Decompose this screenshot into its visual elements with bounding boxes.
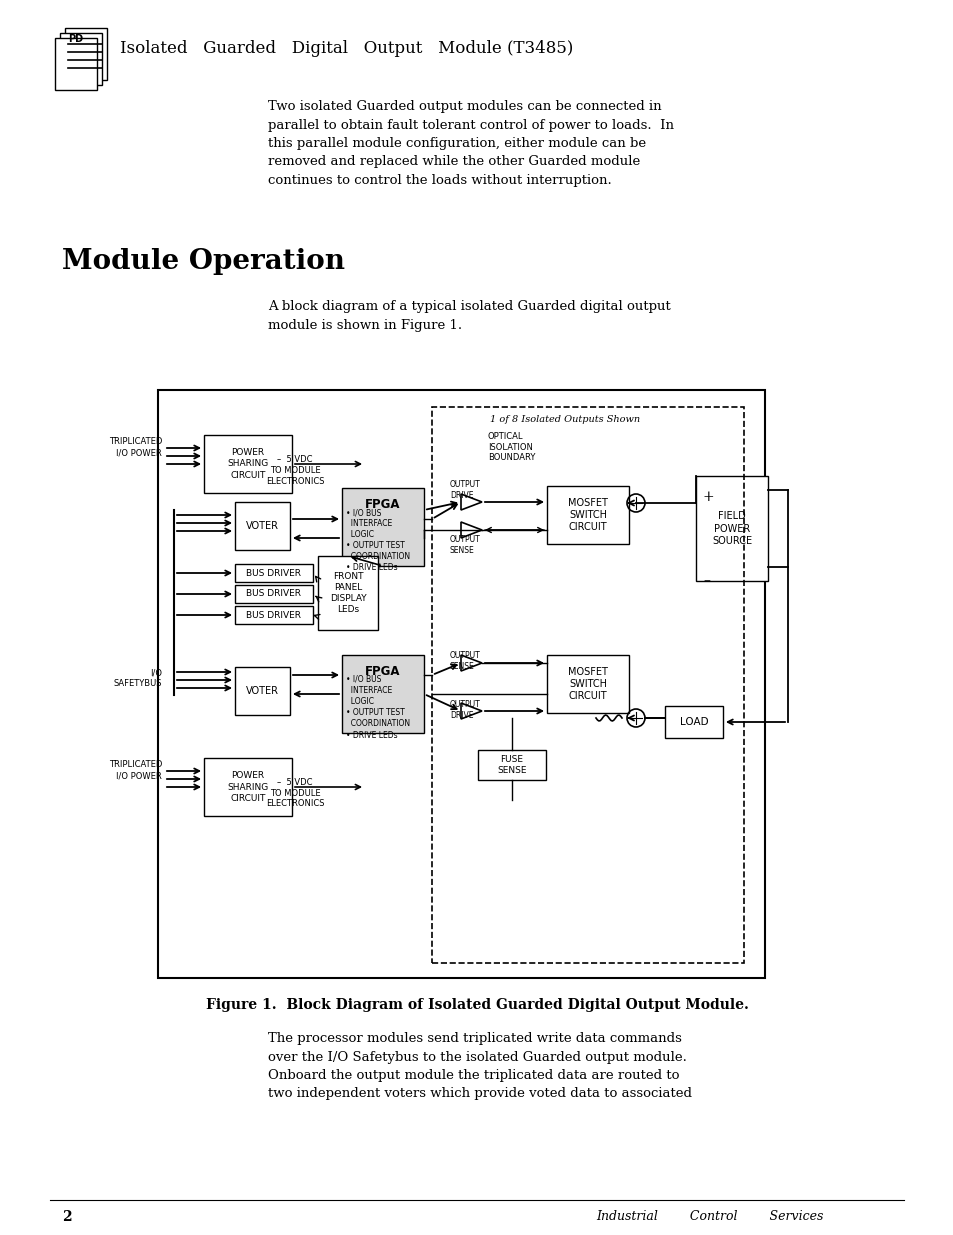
Bar [664, 706, 722, 739]
Text: FPGA: FPGA [365, 664, 400, 678]
Bar [234, 564, 313, 582]
Bar [341, 488, 423, 566]
Text: +: + [702, 490, 714, 504]
Text: Module Operation: Module Operation [62, 248, 345, 275]
Text: Industrial        Control        Services: Industrial Control Services [596, 1210, 822, 1223]
Text: FIELD
POWER
SOURCE: FIELD POWER SOURCE [711, 511, 751, 546]
Bar [60, 33, 102, 85]
Text: BUS DRIVER: BUS DRIVER [246, 610, 301, 620]
Text: PD: PD [68, 35, 83, 44]
Bar [204, 758, 292, 816]
Text: –: – [702, 573, 709, 587]
Text: OUTPUT
DRIVE: OUTPUT DRIVE [450, 700, 480, 720]
Text: TRIPLICATED
I/O POWER: TRIPLICATED I/O POWER [109, 437, 162, 457]
Text: OUTPUT
SENSE: OUTPUT SENSE [450, 651, 480, 671]
Text: LOAD: LOAD [679, 718, 707, 727]
Bar [65, 28, 107, 80]
Bar [432, 408, 743, 963]
Bar [696, 475, 767, 580]
Text: TRIPLICATED
I/O POWER: TRIPLICATED I/O POWER [109, 760, 162, 781]
Bar [55, 38, 97, 90]
Text: POWER
SHARING
CIRCUIT: POWER SHARING CIRCUIT [227, 772, 269, 803]
Text: OPTICAL
ISOLATION
BOUNDARY: OPTICAL ISOLATION BOUNDARY [488, 432, 535, 462]
Text: 2: 2 [62, 1210, 71, 1224]
Text: POWER
SHARING
CIRCUIT: POWER SHARING CIRCUIT [227, 448, 269, 479]
Text: FPGA: FPGA [365, 498, 400, 511]
Text: MOSFET
SWITCH
CIRCUIT: MOSFET SWITCH CIRCUIT [567, 498, 607, 532]
Text: FUSE
SENSE: FUSE SENSE [497, 755, 526, 776]
Bar [546, 655, 628, 713]
Text: FRONT
PANEL
DISPLAY
LEDs: FRONT PANEL DISPLAY LEDs [330, 572, 366, 614]
Text: • I/O BUS
  INTERFACE
  LOGIC
• OUTPUT TEST
  COORDINATION
• DRIVE LEDs: • I/O BUS INTERFACE LOGIC • OUTPUT TEST … [346, 676, 410, 740]
Bar [234, 585, 313, 603]
Bar [317, 556, 377, 630]
Bar [477, 750, 545, 781]
Bar [234, 501, 290, 550]
Text: Figure 1.  Block Diagram of Isolated Guarded Digital Output Module.: Figure 1. Block Diagram of Isolated Guar… [205, 998, 748, 1011]
Text: MOSFET
SWITCH
CIRCUIT: MOSFET SWITCH CIRCUIT [567, 667, 607, 701]
Text: A block diagram of a typical isolated Guarded digital output
module is shown in : A block diagram of a typical isolated Gu… [268, 300, 670, 331]
Text: VOTER: VOTER [246, 685, 278, 697]
Bar [204, 435, 292, 493]
Text: • I/O BUS
  INTERFACE
  LOGIC
• OUTPUT TEST
  COORDINATION
• DRIVE LEDs: • I/O BUS INTERFACE LOGIC • OUTPUT TEST … [346, 508, 410, 573]
Text: 1 of 8 Isolated Outputs Shown: 1 of 8 Isolated Outputs Shown [490, 415, 639, 424]
Bar [234, 667, 290, 715]
Bar [158, 390, 764, 978]
Text: BUS DRIVER: BUS DRIVER [246, 589, 301, 599]
Text: VOTER: VOTER [246, 521, 278, 531]
Bar [341, 655, 423, 734]
Text: Two isolated Guarded output modules can be connected in
parallel to obtain fault: Two isolated Guarded output modules can … [268, 100, 673, 186]
Text: –  5 VDC
TO MODULE
ELECTRONICS: – 5 VDC TO MODULE ELECTRONICS [266, 454, 324, 485]
Bar [546, 487, 628, 543]
Bar [234, 606, 313, 624]
Text: BUS DRIVER: BUS DRIVER [246, 568, 301, 578]
Text: Isolated   Guarded   Digital   Output   Module (T3485): Isolated Guarded Digital Output Module (… [120, 40, 573, 57]
Text: I/O
SAFETYBUS: I/O SAFETYBUS [113, 668, 162, 688]
Text: OUTPUT
DRIVE: OUTPUT DRIVE [450, 480, 480, 500]
Text: –  5 VDC
TO MODULE
ELECTRONICS: – 5 VDC TO MODULE ELECTRONICS [266, 778, 324, 809]
Text: The processor modules send triplicated write data commands
over the I/O Safetybu: The processor modules send triplicated w… [268, 1032, 691, 1100]
Text: OUTPUT
SENSE: OUTPUT SENSE [450, 535, 480, 555]
